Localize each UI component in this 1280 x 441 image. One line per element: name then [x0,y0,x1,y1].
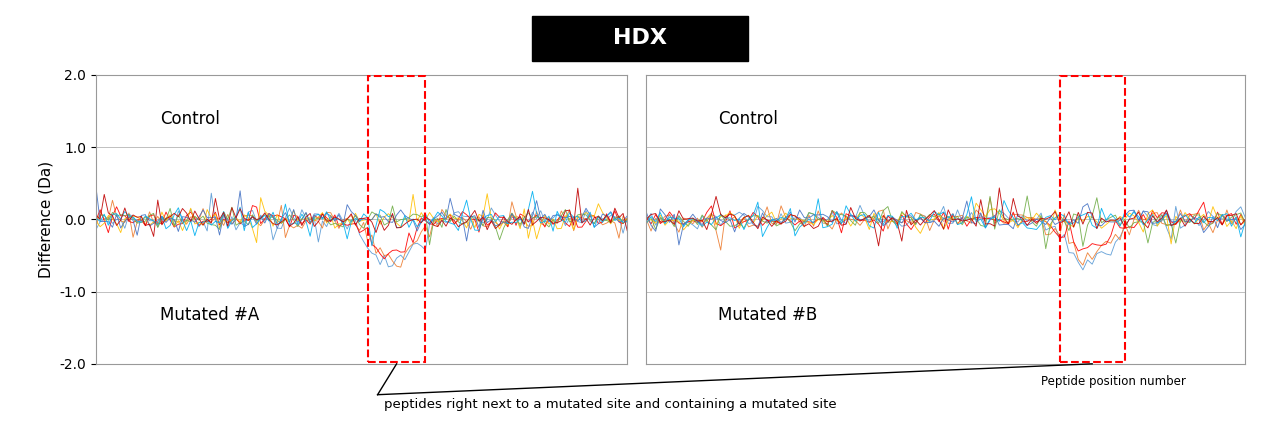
Text: Mutated #B: Mutated #B [718,306,818,324]
FancyBboxPatch shape [532,16,748,61]
Text: HDX: HDX [613,28,667,48]
Text: Mutated #A: Mutated #A [160,306,259,324]
Bar [1060,76,1125,363]
Text: Peptide position number: Peptide position number [1041,375,1187,389]
Text: Control: Control [160,110,220,127]
Text: Control: Control [718,110,778,127]
Text: peptides right next to a mutated site and containing a mutated site: peptides right next to a mutated site an… [384,398,837,411]
Y-axis label: Difference (Da): Difference (Da) [38,161,54,278]
Bar [367,76,425,363]
